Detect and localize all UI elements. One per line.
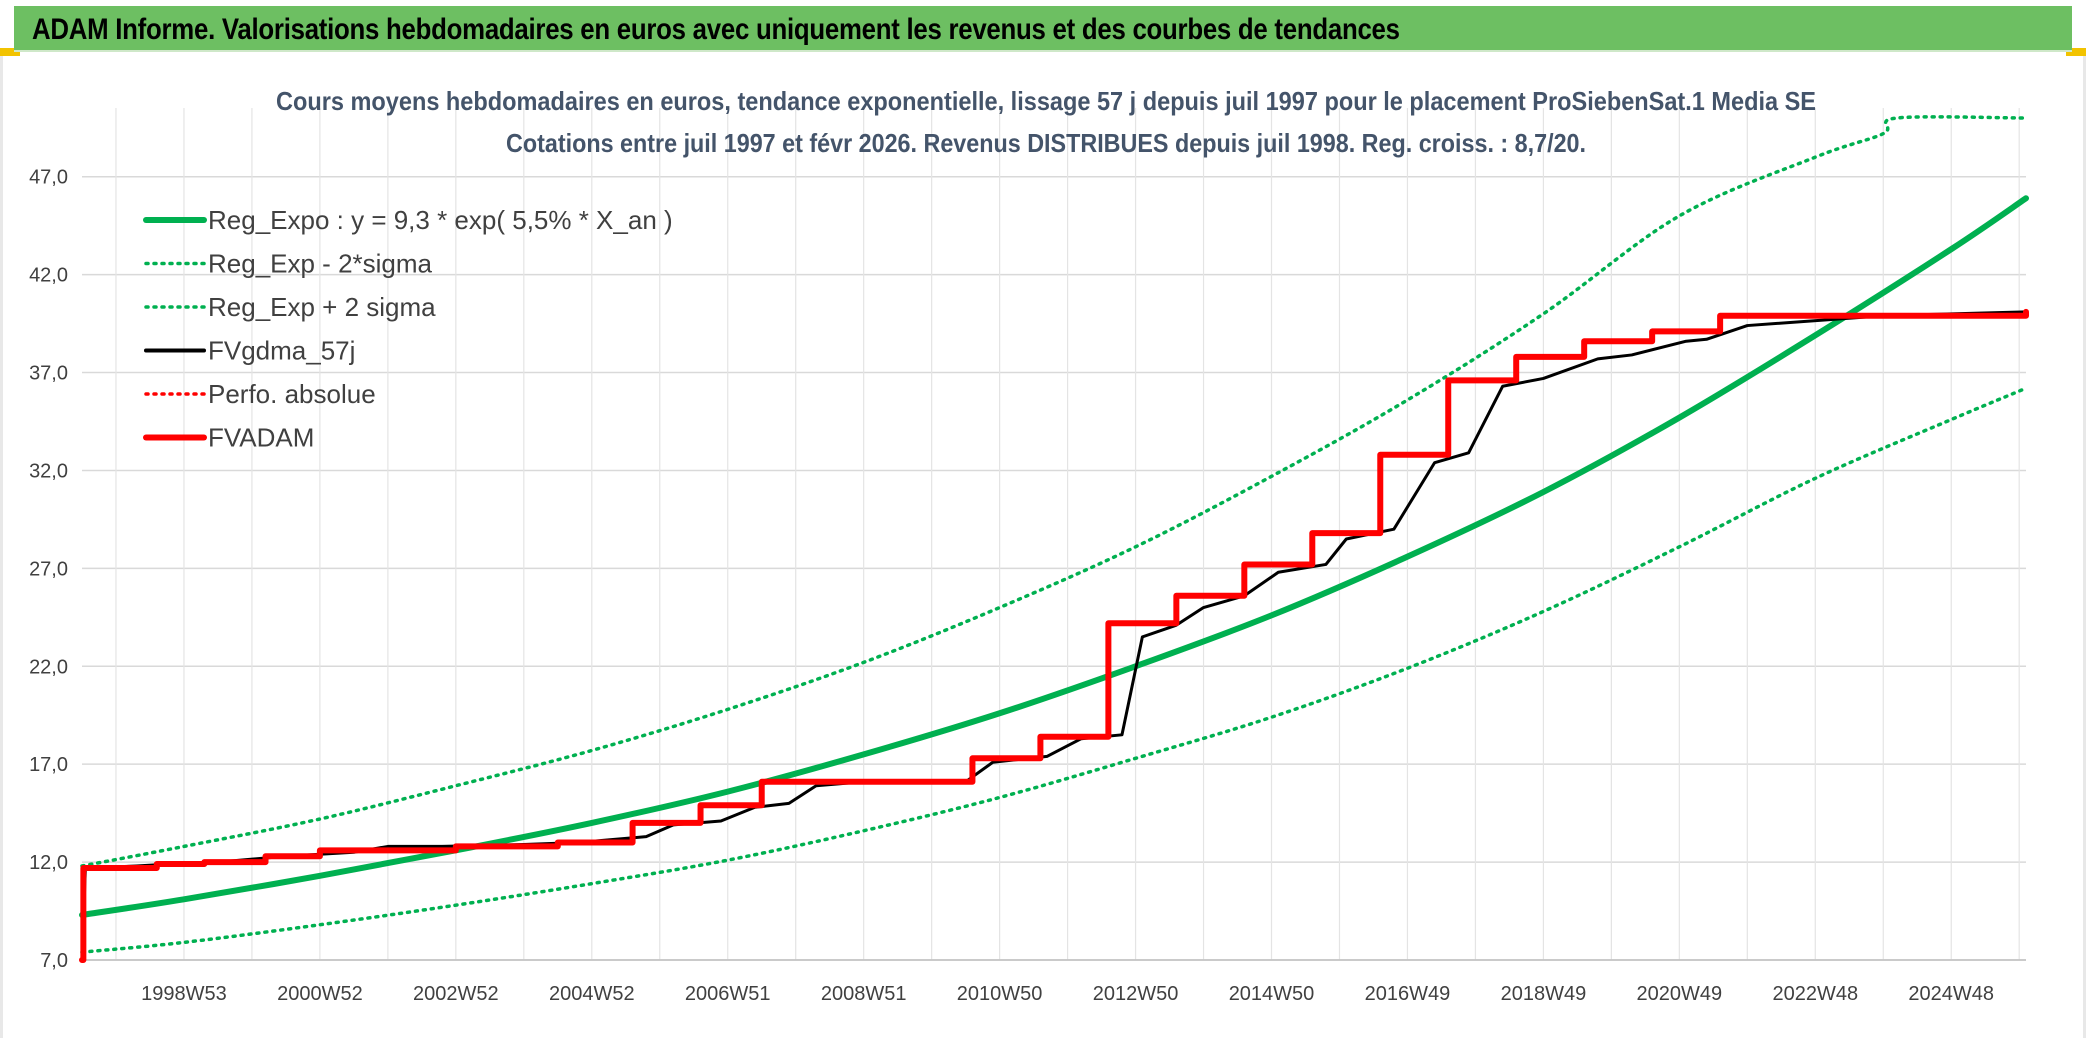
chart-axes: 7,0 12,0 17,0 22,0 27,0 32,0 37,0 42,0 47,0 1998W…	[29, 167, 2026, 1005]
corner-accent-right	[2066, 48, 2086, 56]
x-tick-label: 2024W48	[1908, 983, 1994, 1005]
series-line-5	[79, 308, 2029, 963]
legend-label-4: Perfo. absolue	[208, 379, 376, 409]
legend-label-1: Reg_Exp - 2*sigma	[208, 249, 433, 279]
report-banner-title: ADAM Informe. Valorisations hebdomadaire…	[32, 13, 1400, 46]
legend-label-5: FVADAM	[208, 423, 314, 453]
x-tick-label: 2020W49	[1637, 983, 1723, 1005]
series-line-1	[80, 386, 2028, 954]
legend-label-2: Reg_Exp + 2 sigma	[208, 292, 436, 322]
y-tick-label: 22,0	[29, 656, 68, 678]
y-tick-label: 47,0	[29, 167, 68, 189]
y-tick-label: 17,0	[29, 754, 68, 776]
corner-accent-left	[0, 48, 20, 56]
chart-grid	[82, 108, 2026, 961]
frame-edge-right	[2083, 56, 2086, 1038]
series-line-0	[79, 195, 2029, 918]
legend-label-0: Reg_Expo : y = 9,3 * exp( 5,5% * X_an )	[208, 205, 673, 235]
legend-label-3: FVgdma_57j	[208, 336, 355, 366]
chart-series	[79, 115, 2029, 963]
x-tick-label: 2022W48	[1772, 983, 1858, 1005]
x-tick-label: 2000W52	[277, 983, 363, 1005]
x-tick-label: 2004W52	[549, 983, 635, 1005]
x-tick-label: 2002W52	[413, 983, 499, 1005]
x-tick-label: 2006W51	[685, 983, 771, 1005]
x-tick-label: 1998W53	[141, 983, 227, 1005]
y-tick-label: 42,0	[29, 265, 68, 287]
chart-legend: Reg_Expo : y = 9,3 * exp( 5,5% * X_an ) R…	[143, 205, 673, 453]
x-tick-label: 2016W49	[1365, 983, 1451, 1005]
y-tick-label: 12,0	[29, 852, 68, 874]
chart-subtitle: Cotations entre juil 1997 et févr 2026. …	[506, 128, 1586, 158]
chart-title: Cours moyens hebdomadaires en euros, ten…	[276, 86, 1816, 116]
frame-edge-left	[0, 56, 3, 1038]
y-tick-label: 27,0	[29, 558, 68, 580]
y-tick-label: 37,0	[29, 363, 68, 385]
x-tick-label: 2010W50	[957, 983, 1043, 1005]
y-tick-label: 7,0	[40, 950, 68, 972]
y-tick-label: 32,0	[29, 460, 68, 482]
series-line-2	[80, 115, 2028, 868]
x-tick-label: 2014W50	[1229, 983, 1315, 1005]
x-tick-label: 2018W49	[1501, 983, 1587, 1005]
x-tick-label: 2012W50	[1093, 983, 1179, 1005]
report-banner: ADAM Informe. Valorisations hebdomadaire…	[14, 6, 2072, 52]
x-tick-label: 2008W51	[821, 983, 907, 1005]
